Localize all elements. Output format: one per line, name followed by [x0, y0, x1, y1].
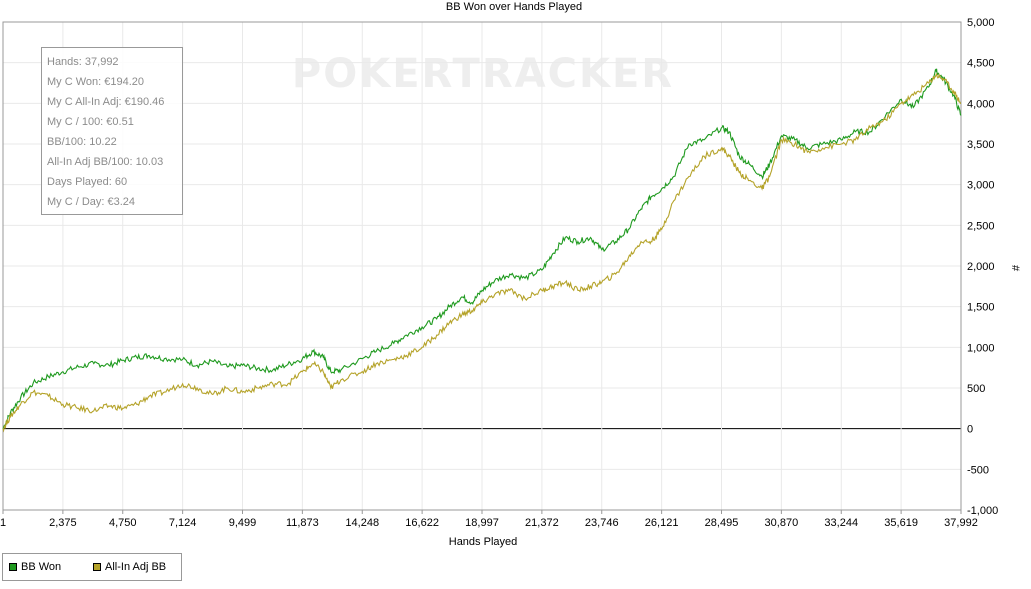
stats-won: My C Won: €194.20 — [47, 76, 145, 88]
stats-allin-adj: My C All-In Adj: €190.46 — [47, 96, 165, 108]
stats-days-played: Days Played: 60 — [47, 176, 128, 188]
x-tick-label: 7,124 — [169, 517, 197, 529]
stats-per-100: My C / 100: €0.51 — [47, 116, 134, 128]
y-tick-label: 2,500 — [967, 220, 995, 232]
y-tick-label: 3,500 — [967, 139, 995, 151]
y-tick-label: 1,500 — [967, 302, 995, 314]
x-tick-label: 28,495 — [705, 517, 739, 529]
x-tick-label: 21,372 — [525, 517, 559, 529]
y-tick-label: 2,000 — [967, 261, 995, 273]
legend-swatch — [93, 563, 101, 571]
x-tick-label: 23,746 — [585, 517, 619, 529]
x-tick-label: 2,375 — [49, 517, 77, 529]
legend-item-allin-adj-bb[interactable]: All-In Adj BB — [93, 561, 166, 573]
legend-label: BB Won — [21, 561, 62, 573]
series-line-bb-won — [2, 68, 962, 429]
x-tick-label: 37,992 — [944, 517, 978, 529]
stats-hands: Hands: 37,992 — [47, 56, 119, 68]
y-tick-label: 500 — [967, 383, 985, 395]
x-tick-label: 18,997 — [465, 517, 499, 529]
y-tick-label: 0 — [967, 424, 973, 436]
legend: BB Won All-In Adj BB — [2, 553, 182, 581]
stats-per-day: My C / Day: €3.24 — [47, 196, 136, 208]
stats-allin-bb-100: All-In Adj BB/100: 10.03 — [47, 156, 164, 168]
y-axis: -1,000 -500 0 500 1,000 1,500 2,000 2,500 3,000 3… — [967, 17, 998, 517]
y-tick-label: 4,500 — [967, 58, 995, 70]
x-axis: 1 2,375 4,750 7,124 9,499 11,873 14,248 16,622 1… — [0, 510, 978, 529]
y-tick-label: 3,000 — [967, 180, 995, 192]
x-tick-label: 35,619 — [884, 517, 918, 529]
x-tick-label: 4,750 — [109, 517, 137, 529]
y-tick-label: 1,000 — [967, 342, 995, 354]
x-tick-label: 33,244 — [824, 517, 858, 529]
y-tick-label: -1,000 — [967, 505, 998, 517]
x-tick-label: 26,121 — [645, 517, 679, 529]
legend-label: All-In Adj BB — [105, 561, 167, 573]
legend-item-bb-won[interactable]: BB Won — [9, 561, 61, 573]
x-tick-label: 30,870 — [765, 517, 799, 529]
legend-swatch — [9, 563, 17, 571]
stats-box: Hands: 37,992 My C Won: €194.20 My C All… — [41, 47, 183, 215]
y-axis-label: # — [1009, 265, 1021, 272]
x-tick-label: 14,248 — [345, 517, 379, 529]
pokertracker-watermark: POKERTRACKER — [292, 51, 674, 97]
series-line-allin-adj-bb — [2, 72, 961, 433]
y-tick-label: -500 — [967, 464, 989, 476]
y-tick-label: 4,000 — [967, 98, 995, 110]
stats-bb-100: BB/100: 10.22 — [47, 136, 117, 148]
x-tick-label: 1 — [0, 517, 6, 529]
x-axis-label: Hands Played — [449, 536, 518, 548]
x-tick-label: 9,499 — [229, 517, 257, 529]
chart-title: BB Won over Hands Played — [446, 1, 582, 13]
series-layer — [2, 68, 962, 433]
x-tick-label: 16,622 — [405, 517, 439, 529]
x-tick-label: 11,873 — [286, 517, 319, 529]
y-tick-label: 5,000 — [967, 17, 995, 29]
